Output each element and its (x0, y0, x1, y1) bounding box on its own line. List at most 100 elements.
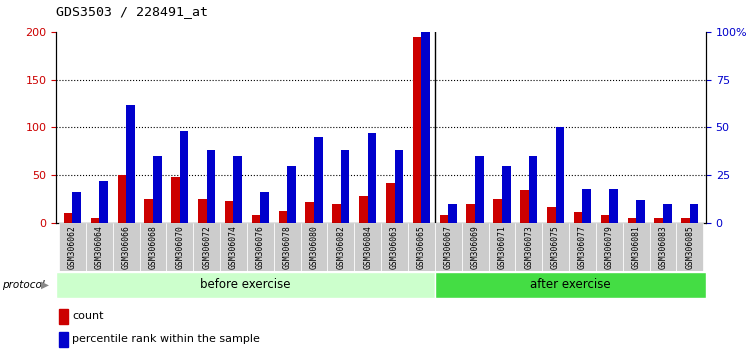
Text: GSM306062: GSM306062 (68, 225, 77, 269)
Text: GSM306084: GSM306084 (363, 225, 372, 269)
Bar (341, 150, 349, 223)
Bar (542, 223, 569, 271)
Bar (99, 181, 108, 223)
Bar (677, 223, 703, 271)
Text: GSM306064: GSM306064 (95, 225, 104, 269)
Bar (86, 223, 113, 271)
Bar (515, 223, 542, 271)
Bar (59, 309, 68, 324)
Bar (117, 175, 126, 223)
Bar (520, 190, 529, 223)
Bar (583, 189, 591, 223)
Bar (569, 223, 596, 271)
Bar (261, 193, 269, 223)
Bar (225, 201, 234, 223)
Bar (466, 204, 475, 223)
Bar (59, 223, 86, 271)
Bar (207, 150, 216, 223)
Bar (435, 223, 462, 271)
Bar (91, 218, 99, 223)
Bar (574, 212, 583, 223)
Bar (462, 223, 488, 271)
Bar (435, 272, 706, 298)
Bar (279, 211, 287, 223)
Bar (654, 218, 663, 223)
Bar (72, 193, 81, 223)
Bar (502, 166, 511, 223)
Bar (56, 272, 435, 298)
Bar (448, 204, 457, 223)
Bar (475, 156, 484, 223)
Bar (220, 223, 247, 271)
Bar (394, 150, 403, 223)
Bar (628, 218, 636, 223)
Bar (488, 223, 515, 271)
Bar (601, 215, 609, 223)
Text: GSM306075: GSM306075 (551, 225, 560, 269)
Bar (153, 156, 161, 223)
Bar (59, 332, 68, 347)
Text: before exercise: before exercise (201, 279, 291, 291)
Bar (609, 189, 618, 223)
Text: GSM306082: GSM306082 (336, 225, 345, 269)
Text: GSM306063: GSM306063 (390, 225, 399, 269)
Bar (386, 183, 394, 223)
Bar (193, 223, 220, 271)
Text: GSM306079: GSM306079 (605, 225, 614, 269)
Bar (198, 199, 207, 223)
Bar (327, 223, 354, 271)
Text: GSM306081: GSM306081 (632, 225, 641, 269)
Bar (300, 223, 327, 271)
Text: percentile rank within the sample: percentile rank within the sample (72, 335, 260, 344)
Bar (596, 223, 623, 271)
Text: GDS3503 / 228491_at: GDS3503 / 228491_at (56, 5, 208, 18)
Text: GSM306068: GSM306068 (149, 225, 158, 269)
Text: ▶: ▶ (41, 280, 50, 290)
Bar (650, 223, 677, 271)
Text: GSM306067: GSM306067 (444, 225, 453, 269)
Text: GSM306073: GSM306073 (524, 225, 533, 269)
Text: GSM306077: GSM306077 (578, 225, 587, 269)
Bar (636, 200, 645, 223)
Bar (167, 223, 193, 271)
Text: GSM306078: GSM306078 (282, 225, 291, 269)
Bar (234, 156, 242, 223)
Text: after exercise: after exercise (530, 279, 611, 291)
Bar (287, 166, 296, 223)
Text: GSM306074: GSM306074 (229, 225, 238, 269)
Text: GSM306069: GSM306069 (471, 225, 480, 269)
Bar (663, 204, 671, 223)
Text: GSM306072: GSM306072 (202, 225, 211, 269)
Text: GSM306070: GSM306070 (175, 225, 184, 269)
Text: GSM306065: GSM306065 (417, 225, 426, 269)
Bar (439, 215, 448, 223)
Bar (274, 223, 300, 271)
Text: GSM306080: GSM306080 (309, 225, 318, 269)
Bar (126, 104, 134, 223)
Text: protocol: protocol (2, 280, 45, 290)
Bar (556, 127, 564, 223)
Bar (314, 137, 323, 223)
Text: count: count (72, 312, 104, 321)
Bar (113, 223, 140, 271)
Bar (493, 199, 502, 223)
Text: GSM306076: GSM306076 (256, 225, 265, 269)
Text: GSM306083: GSM306083 (659, 225, 668, 269)
Bar (381, 223, 408, 271)
Bar (140, 223, 167, 271)
Bar (368, 133, 376, 223)
Bar (408, 223, 435, 271)
Bar (529, 156, 538, 223)
Bar (64, 213, 72, 223)
Bar (690, 204, 698, 223)
Text: GSM306066: GSM306066 (122, 225, 131, 269)
Bar (421, 32, 430, 223)
Bar (547, 207, 556, 223)
Bar (144, 199, 153, 223)
Bar (413, 37, 421, 223)
Bar (171, 177, 179, 223)
Bar (306, 202, 314, 223)
Bar (354, 223, 381, 271)
Bar (247, 223, 274, 271)
Text: GSM306085: GSM306085 (686, 225, 695, 269)
